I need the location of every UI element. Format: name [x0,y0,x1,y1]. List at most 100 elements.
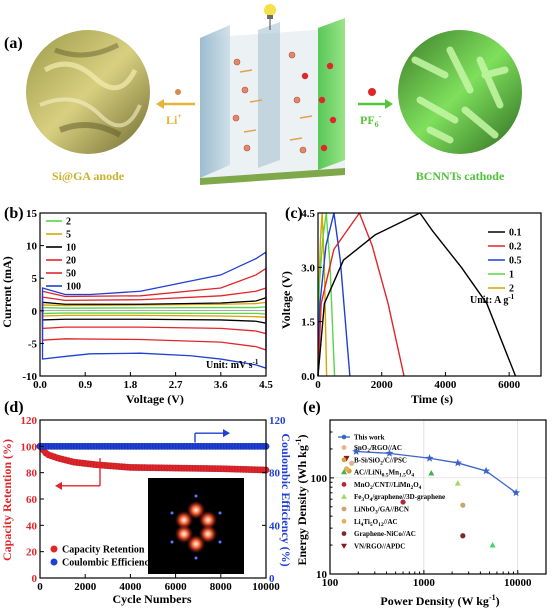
e-legend-label-1: B-Si/SiO2/C//PSC [354,456,407,466]
c-xlabel: Time (s) [411,392,453,406]
e-legend-this-work-marker [341,434,347,440]
e-legend-marker-8 [341,543,347,549]
c-legend-label-0.5: 0.5 [509,256,522,267]
e-this-work-point [482,466,491,475]
b-xtick-label: 2.7 [169,379,183,391]
b-xtick-label: 1.8 [124,379,138,391]
e-ytick-label: 100 [311,473,328,485]
b-xtick-label: 3.6 [214,379,228,391]
c-legend-label-2: 2 [509,284,514,295]
b-ytick-label: 15 [26,208,38,220]
e-legend-label-0: SnO2/RGO//AC [354,444,402,454]
e-frame [329,419,547,575]
d-legend-marker-1 [50,558,58,566]
panel-c: (c) 0.1 0.2 0.5 1 2 0 2000 4000 6000 0.0 1.5 3.0 4.5… [279,205,542,406]
e-legend-label-6: Li4Ti5O12//AC [354,518,398,528]
e-xtick-label: 100 [322,577,339,589]
d-y2tick-label: 80 [269,468,281,480]
b-series-2 [41,306,267,315]
panel-label-c: (c) [285,205,303,222]
c-legend-label-0.2: 0.2 [509,242,522,253]
c-unit-note: Unit: A g-1 [470,293,515,306]
b-ytick-label: 0 [32,306,38,318]
d-xtick-label: 8000 [210,581,233,593]
b-ytick-label: -10 [22,371,37,383]
d-ytick-label: 40 [26,520,38,532]
d-xtick-label: 4000 [119,581,142,593]
e-ref-point-4 [454,480,461,486]
b-unit-note: Unit: mV s-1 [206,358,259,371]
b-xlabel: Voltage (V) [126,392,184,406]
d-legend-label-0: Capacity Retention [62,545,145,556]
e-ref-point-7 [460,533,466,539]
b-legend-label-20: 20 [66,256,76,267]
anion-label: PF6- [360,112,382,129]
cv-plot: 2 5 10 20 50 100 0.0 0.9 1.8 2.7 3.6 4.5 -10 -5 0 5 10 15 [22,208,273,391]
d-xtick-label: 2000 [74,581,97,593]
b-legend-label-2: 2 [66,217,71,228]
anode-micrograph [26,30,150,154]
e-ref-point-6 [343,466,350,472]
ragone-plot: This work SnO2/RGO//AC B-Si/SiO2/C//PSC AC/… [311,419,547,589]
d-legend-label-1: Coulombic Efficiency [62,558,154,569]
c-frame [317,212,542,377]
li-arrow-icon [156,89,195,109]
d-ylabel: Capacity Retention (%) [0,439,14,561]
b-ylabel: Current (mA) [0,256,14,327]
e-legend-label-5: LiNbO3/GA//BCN [354,506,409,516]
lightbulb-icon [264,4,276,30]
b-legend-label-10: 10 [66,243,76,254]
e-legend-marker-4 [341,493,347,499]
e-xtick-label: 10000 [504,577,532,589]
d-right-arrowhead [223,429,230,438]
e-legend-marker-3 [341,482,347,487]
d-ytick-label: 80 [26,468,38,480]
panel-a: (a) Si@GA anode BCNNTs cathode [4,4,522,185]
b-xtick-label: 4.5 [259,379,273,391]
e-ref-point-0 [349,460,355,466]
li-ions [232,51,307,154]
e-legend-label-3: MnO2/CNT//LiMn2O4 [354,481,422,491]
b-ytick-label: 10 [26,241,38,253]
d-ytick-label: 20 [26,547,38,559]
e-xlabel: Power Density (W kg-1) [380,593,499,608]
e-legend-marker-0 [341,445,347,450]
e-legend-marker-6 [341,518,347,524]
d-ytick-label: 100 [21,441,38,453]
d-ytick-label: 120 [21,415,38,427]
c-xtick-label: 4000 [434,379,457,391]
anode-label: Si@GA anode [52,169,125,183]
ion-arrows [239,69,313,141]
cell-illustration [200,18,345,185]
e-this-work-point [425,454,434,462]
b-ytick-label: -5 [28,338,38,350]
panel-label-e: (e) [303,399,321,416]
e-this-work-point [352,447,361,455]
c-ylabel: Voltage (V) [279,271,293,329]
pf6-ions [301,62,337,152]
cation-label: Li+ [166,112,182,127]
d-xtick-label: 6000 [165,581,188,593]
e-legend-label-4: Fe3O4/graphene//3D-graphene [354,493,445,503]
panel-d: (d) Capacity Retention Coulombic Efficien… [0,399,293,606]
d-left-arrowhead [55,481,62,490]
panel-label-b: (b) [4,205,24,222]
e-this-work-point [453,458,462,467]
c-series-1 [317,212,336,377]
c-series-0.5 [317,212,351,377]
c-legend-label-1: 1 [509,270,514,281]
b-frame [39,212,267,377]
d-y2label: Coulombic Efficiency (%) [279,433,293,566]
b-legend-label-5: 5 [66,230,71,241]
b-series-100 [41,250,267,370]
e-this-work-line [356,450,517,494]
b-legend-label-100: 100 [66,282,81,293]
e-ref-point-8 [343,455,350,462]
b-xtick-label: 0.0 [33,379,47,391]
c-ytick-label: 3.0 [301,262,315,274]
c-ytick-label: 0.0 [301,371,315,383]
e-legend-marker-7 [341,531,347,536]
d-y2tick-label: 0 [269,573,275,585]
e-ref-point-3 [400,499,406,505]
c-legend-label-0.1: 0.1 [509,228,522,239]
